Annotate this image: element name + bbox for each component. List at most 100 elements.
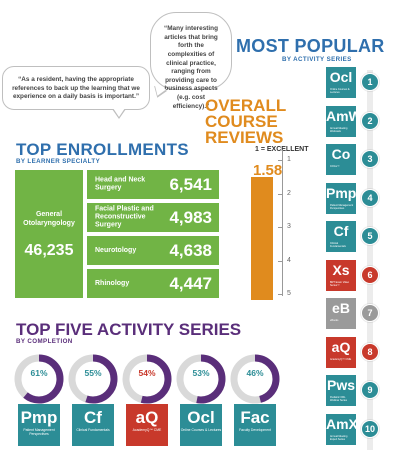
top-five-tile-symbol: Ocl [187, 408, 215, 427]
popular-tile: Cf [326, 221, 356, 252]
completion-donut [230, 354, 280, 404]
reviews-bar [251, 177, 273, 300]
enrollment-row-label: Facial Plastic and Reconstructive Surger… [95, 204, 154, 229]
donut-fill-arc [176, 354, 226, 404]
top-five-tile-caption: Clinical Fundamentals [76, 428, 110, 432]
donut-fill-arc [14, 354, 64, 404]
reviews-value: 1.58 [253, 162, 283, 179]
popular-tile-symbol: AmW [326, 107, 362, 124]
popular-tile-caption: COGs™ [330, 165, 340, 168]
top-five-tile-caption: Patient Management Perspectives [23, 428, 55, 437]
popular-tile-symbol: Xs [332, 261, 350, 278]
enrollment-row-value: 4,638 [169, 240, 212, 260]
popular-tile-caption: Annual Meeting Expert Series [330, 434, 348, 441]
reviews-title: OVERALL COURSE REVIEWS [205, 96, 287, 148]
enrollment-row-label: Neurotology [95, 246, 137, 254]
enrollment-row-label: Head and Neck Surgery [95, 176, 146, 192]
popular-rank-badge: 5 [361, 227, 379, 245]
completion-percent: 46% [246, 368, 264, 378]
top-five-tile-caption: Faculty Development [239, 428, 271, 432]
popular-tile: AmW [326, 105, 362, 137]
popular-tile-symbol: eB [332, 300, 350, 316]
quote-articles-text: “Many interesting articles that bring fo… [164, 25, 218, 110]
top-five-tile: Fac Faculty Development [234, 404, 276, 446]
most-popular-rail [367, 70, 373, 450]
top-five-tile-symbol: Fac [240, 408, 270, 427]
completion-donut [68, 354, 118, 404]
enrollment-row: Rhinology 4,447 [87, 269, 219, 298]
completion-percent: 61% [30, 368, 48, 378]
enrollment-row-value: 4,447 [169, 273, 212, 293]
popular-rank-badge: 10 [361, 419, 379, 438]
enrollments-title: TOP ENROLLMENTS [16, 140, 189, 159]
reviews-tick-label: 3 [287, 223, 291, 230]
reviews-axis [282, 150, 283, 296]
reviews-title-line3: REVIEWS [205, 128, 284, 148]
top-five-tile-caption: AcademyQ™ CME [132, 428, 162, 432]
popular-tile-symbol: AmX [326, 415, 358, 432]
popular-tile: Xs [326, 259, 356, 291]
popular-tile: aQ [326, 336, 356, 368]
top-five-tile-symbol: Cf [84, 408, 102, 427]
quote-bubble-resident: “As a resident, having the appropriate r… [2, 66, 150, 110]
popular-tile-symbol: aQ [331, 338, 351, 355]
quote-resident-text: “As a resident, having the appropriate r… [12, 76, 140, 101]
top-five-tile: Ocl Online Courses & Lectures [180, 404, 222, 446]
completion-donut [122, 354, 172, 404]
reviews-title-line1: OVERALL [205, 96, 287, 115]
popular-tile-symbol: Pws [326, 377, 355, 393]
popular-tile: AmX [326, 413, 358, 445]
top-five-tile-symbol: Pmp [20, 408, 58, 427]
popular-tile: eB [326, 298, 356, 329]
popular-rank-badge: 3 [361, 150, 379, 168]
reviews-tick-mark [278, 260, 283, 262]
quote-bubble-articles: “Many interesting articles that bring fo… [150, 12, 232, 110]
enrollment-main-value: 46,235 [24, 242, 74, 259]
popular-tile: Co [326, 144, 356, 175]
popular-tile-symbol: Pmp [326, 184, 357, 201]
reviews-tick-label: 2 [287, 189, 291, 197]
reviews-tick-mark [278, 193, 283, 195]
top-five-title: TOP FIVE ACTIVITY SERIES [16, 320, 242, 339]
donut-fill-arc [122, 354, 172, 404]
completion-donut [176, 354, 226, 404]
top-five-tile: Cf Clinical Fundamentals [72, 404, 114, 446]
enrollment-row: Neurotology 4,638 [87, 236, 219, 265]
popular-tile: Ocl [326, 67, 356, 98]
enrollment-main-label: General Otolaryngology [23, 211, 75, 228]
popular-rank-badge: 8 [361, 342, 379, 361]
enrollment-row-label: Rhinology [95, 279, 130, 287]
enrollment-row-value: 6,541 [169, 174, 212, 194]
popular-tile-caption: eBooks [330, 319, 339, 322]
popular-tile-symbol: Co [331, 146, 351, 162]
popular-rank-badge: 1 [361, 73, 379, 91]
popular-rank-badge: 2 [361, 111, 379, 130]
popular-tile-caption: Pediatric ORL Webinar Series [330, 396, 348, 402]
popular-tile: Pmp [326, 182, 357, 214]
completion-percent: 54% [138, 368, 156, 378]
top-five-tile-caption: Online Courses & Lectures [180, 428, 222, 432]
donut-fill-arc [68, 354, 118, 404]
top-five-subtitle: BY COMPLETION [16, 338, 73, 345]
popular-tile-caption: Patient Management Perspectives [330, 203, 354, 210]
completion-percent: 53% [192, 368, 210, 378]
popular-tile-caption: Online Courses & Lectures [330, 88, 350, 94]
reviews-tick-label: 4 [287, 256, 291, 264]
popular-rank-badge: 6 [361, 265, 379, 284]
popular-rank-badge: 7 [361, 304, 379, 322]
popular-tile: Pws [326, 375, 356, 406]
popular-tile-caption: Annual Meeting Webcasts [330, 126, 348, 133]
most-popular-subtitle: BY ACTIVITY SERIES [282, 56, 352, 63]
reviews-tick-mark [278, 227, 283, 228]
top-five-tile-symbol: aQ [135, 408, 159, 427]
popular-tile-symbol: Cf [333, 223, 349, 239]
completion-percent: 55% [84, 368, 102, 378]
popular-tile-caption: AcademyQ™ CME [330, 357, 352, 361]
reviews-title-line2: COURSE [205, 112, 278, 132]
popular-rank-badge: 4 [361, 188, 379, 207]
reviews-tick-label: 5 [287, 290, 291, 297]
enrollments-subtitle: BY LEARNER SPECIALTY [16, 158, 101, 165]
donut-fill-arc [230, 354, 280, 404]
reviews-tick-mark [278, 160, 283, 161]
reviews-tick-mark [278, 294, 283, 295]
